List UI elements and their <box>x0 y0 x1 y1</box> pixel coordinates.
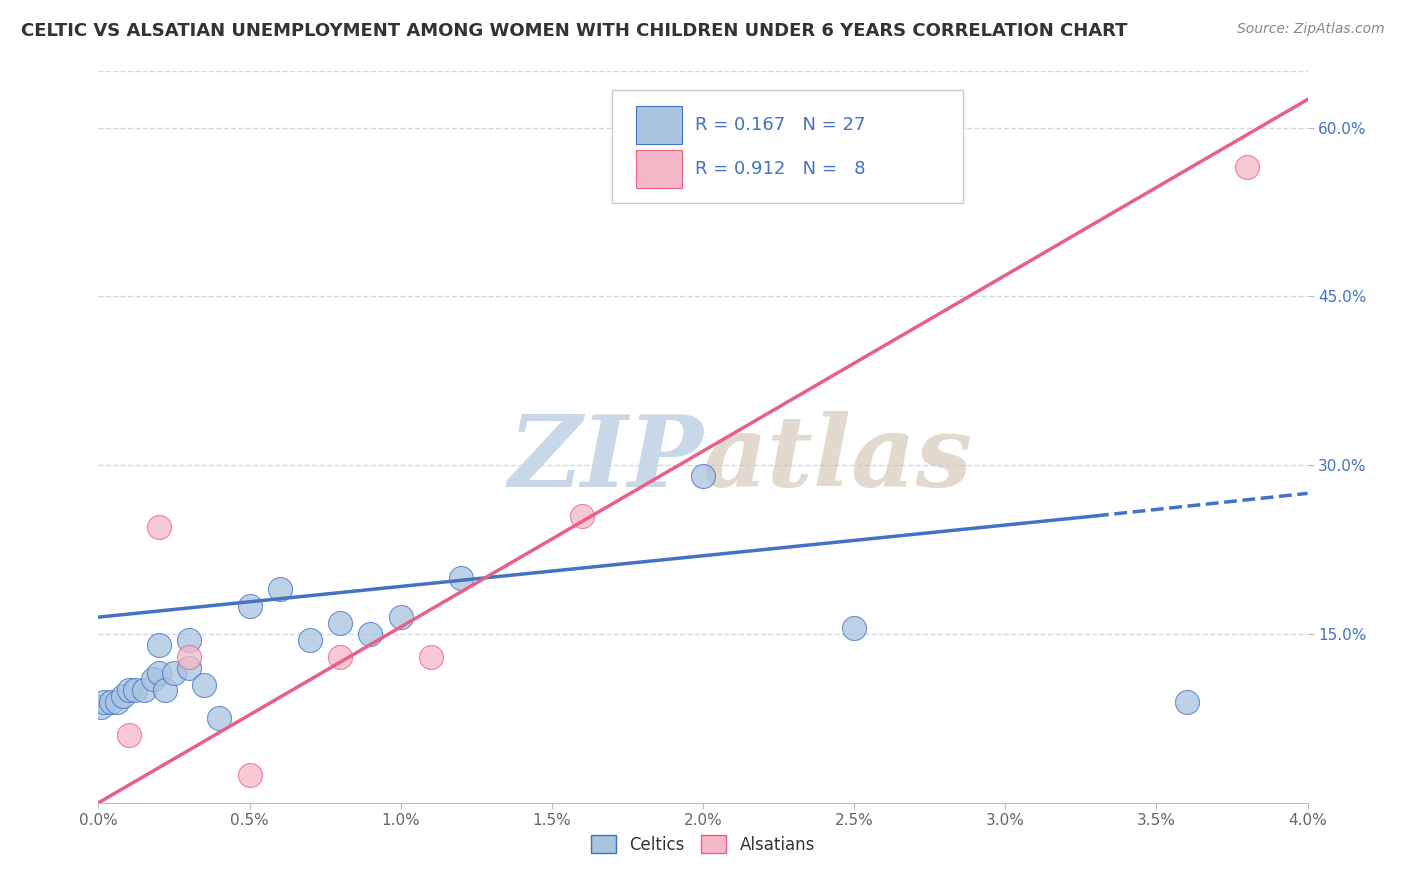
FancyBboxPatch shape <box>637 106 682 144</box>
Point <box>844 621 866 635</box>
Point <box>360 627 382 641</box>
Point <box>111 689 134 703</box>
Text: R = 0.912   N =   8: R = 0.912 N = 8 <box>695 160 865 178</box>
Point <box>148 666 170 681</box>
Legend: Celtics, Alsatians: Celtics, Alsatians <box>585 829 821 860</box>
Point <box>105 694 128 708</box>
Point <box>148 520 170 534</box>
Point <box>124 683 146 698</box>
Point <box>148 638 170 652</box>
Point <box>239 599 262 613</box>
Text: atlas: atlas <box>703 411 973 508</box>
Point <box>118 683 141 698</box>
Point <box>179 661 201 675</box>
Point <box>269 582 291 596</box>
Point <box>208 711 231 725</box>
Point <box>329 649 352 664</box>
Point <box>571 508 593 523</box>
Point <box>153 683 176 698</box>
Text: CELTIC VS ALSATIAN UNEMPLOYMENT AMONG WOMEN WITH CHILDREN UNDER 6 YEARS CORRELAT: CELTIC VS ALSATIAN UNEMPLOYMENT AMONG WO… <box>21 22 1128 40</box>
Text: Source: ZipAtlas.com: Source: ZipAtlas.com <box>1237 22 1385 37</box>
Point <box>142 672 165 686</box>
Point <box>450 571 472 585</box>
Point <box>179 649 201 664</box>
FancyBboxPatch shape <box>613 90 963 203</box>
Point <box>299 632 322 647</box>
FancyBboxPatch shape <box>637 150 682 187</box>
Point <box>389 610 412 624</box>
Point <box>179 632 201 647</box>
Point <box>329 615 352 630</box>
Text: ZIP: ZIP <box>508 411 703 508</box>
Point <box>239 767 262 781</box>
Point <box>93 694 115 708</box>
Point <box>132 683 155 698</box>
Point <box>118 728 141 742</box>
Text: R = 0.167   N = 27: R = 0.167 N = 27 <box>695 116 865 134</box>
Point <box>163 666 186 681</box>
Point <box>193 678 215 692</box>
Point <box>420 649 443 664</box>
Point <box>90 700 112 714</box>
Point <box>1236 160 1258 174</box>
Point <box>692 469 714 483</box>
Point <box>1175 694 1198 708</box>
Point <box>100 694 122 708</box>
